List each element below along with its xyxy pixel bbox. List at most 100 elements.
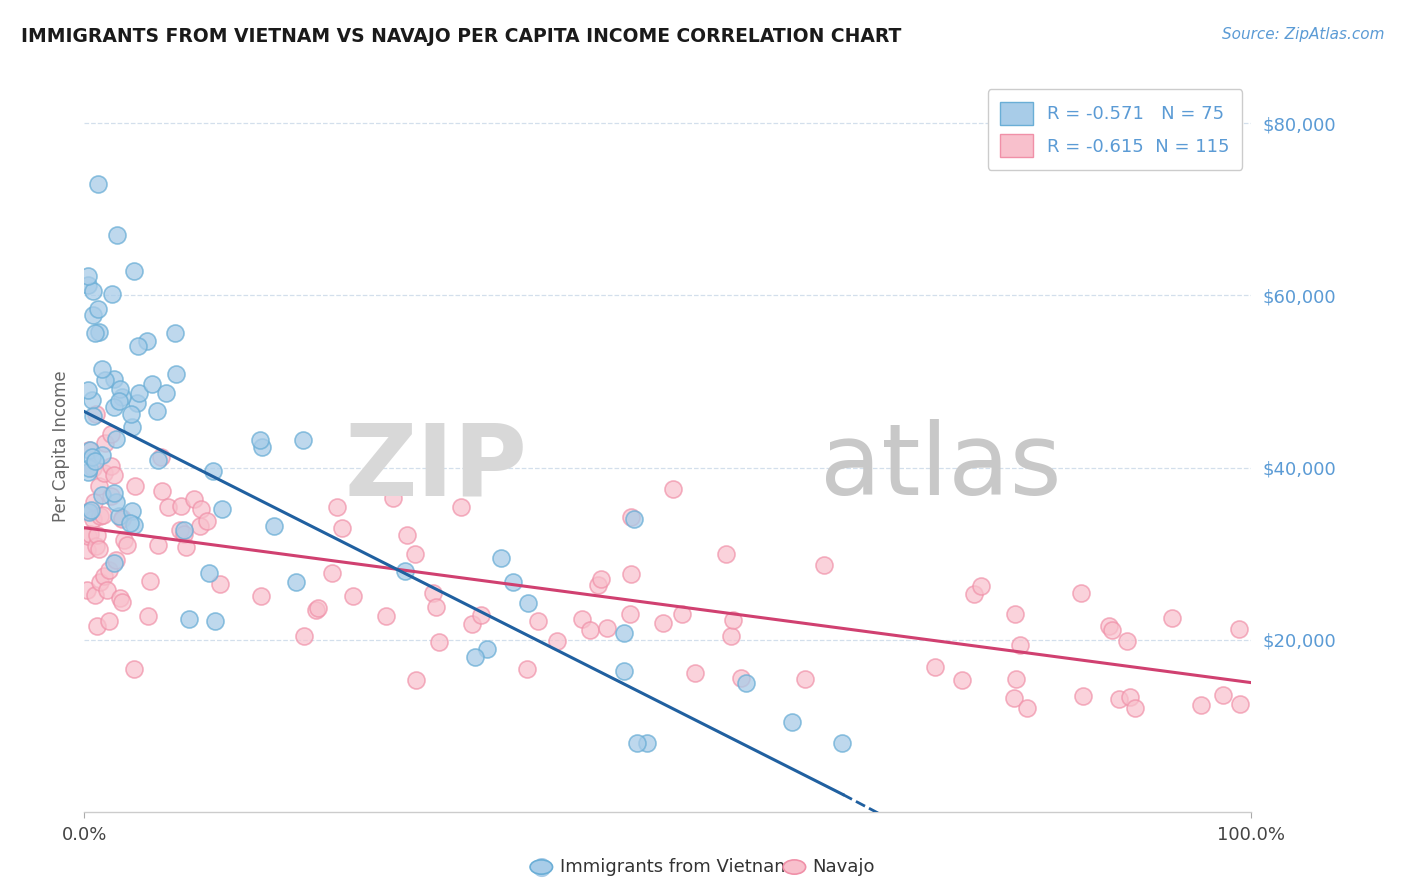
Point (1212, 688, 1234, 702)
Point (100, 489, 122, 503)
Point (794, 672, 817, 686)
Point (121, 504, 143, 518)
Point (619, 607, 641, 622)
Point (326, 500, 349, 514)
Point (150, 450, 173, 465)
Point (720, 629, 742, 643)
Point (77, 528, 100, 542)
Point (169, 523, 191, 537)
Point (546, 633, 568, 648)
Point (404, 547, 426, 561)
Point (83, 494, 105, 508)
Point (128, 386, 150, 401)
Point (94, 374, 117, 388)
Point (76, 383, 98, 397)
Point (77, 504, 100, 518)
Point (111, 595, 134, 609)
Point (111, 510, 134, 524)
Point (460, 616, 482, 631)
Point (950, 673, 973, 687)
Point (249, 433, 271, 447)
Point (89, 509, 111, 524)
Point (1119, 690, 1142, 705)
Point (183, 491, 205, 506)
Point (516, 662, 538, 676)
Point (586, 578, 609, 592)
Point (651, 615, 673, 630)
Text: ZIP: ZIP (344, 419, 527, 516)
Point (1004, 607, 1026, 622)
Point (173, 527, 195, 541)
Point (89, 541, 111, 556)
Point (470, 608, 492, 623)
Point (79, 504, 101, 518)
Point (1161, 611, 1184, 625)
Point (108, 591, 131, 605)
Point (195, 514, 218, 528)
Point (321, 566, 343, 581)
Point (177, 612, 200, 626)
Point (79, 527, 101, 541)
Point (489, 550, 512, 565)
Point (263, 519, 285, 533)
Point (464, 649, 486, 664)
Point (100, 426, 122, 441)
Point (571, 612, 593, 626)
Point (165, 367, 187, 381)
Point (76, 278, 98, 293)
Point (405, 673, 427, 688)
Point (1108, 691, 1130, 706)
Point (636, 736, 658, 750)
Point (108, 382, 131, 396)
Point (1123, 701, 1146, 715)
Point (86, 528, 108, 542)
Point (139, 574, 162, 588)
Point (115, 538, 138, 552)
Point (396, 528, 419, 542)
Point (84, 326, 107, 341)
Point (93, 466, 115, 480)
Point (1017, 701, 1039, 715)
Point (82, 512, 104, 526)
Point (970, 578, 993, 592)
Point (105, 228, 128, 243)
Point (813, 558, 835, 573)
Point (294, 629, 316, 643)
Point (620, 567, 643, 582)
Point (83, 453, 105, 467)
Point (620, 509, 643, 524)
Point (307, 601, 329, 615)
Point (84, 539, 107, 553)
Point (1071, 690, 1094, 704)
Point (1098, 619, 1121, 633)
Point (422, 586, 444, 600)
Point (284, 575, 307, 590)
Point (924, 660, 946, 674)
Point (77, 268, 100, 283)
Text: atlas: atlas (820, 419, 1062, 516)
Point (84, 408, 107, 422)
Point (662, 483, 685, 497)
Point (146, 538, 169, 552)
Point (477, 642, 499, 657)
Point (330, 521, 353, 535)
Point (1229, 698, 1251, 712)
Point (121, 420, 143, 434)
Point (589, 572, 612, 586)
Point (82, 309, 104, 323)
Point (86, 177, 108, 191)
Point (1116, 634, 1139, 648)
Text: Navajo: Navajo (813, 858, 875, 876)
Point (155, 385, 177, 400)
Point (111, 512, 134, 526)
Point (91, 487, 114, 501)
Point (735, 676, 758, 690)
Point (100, 459, 122, 474)
Point (291, 434, 314, 448)
Text: ●: ● (530, 855, 553, 879)
Point (84, 588, 107, 602)
Point (1101, 623, 1123, 637)
Point (250, 440, 273, 454)
Y-axis label: Per Capita Income: Per Capita Income (52, 370, 70, 522)
Point (1070, 586, 1092, 600)
